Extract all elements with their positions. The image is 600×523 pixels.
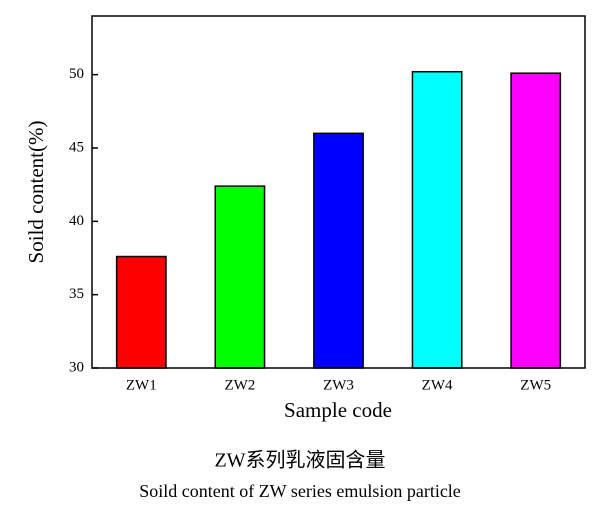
x-axis-label: Sample code <box>284 398 392 422</box>
x-tick-label: ZW3 <box>323 377 354 393</box>
y-tick-label: 30 <box>69 359 84 375</box>
bar <box>313 132 364 369</box>
x-tick-label: ZW4 <box>422 377 453 393</box>
y-tick-label: 35 <box>69 286 84 302</box>
bar <box>115 255 167 369</box>
x-tick-label: ZW2 <box>224 377 255 393</box>
bar <box>411 70 463 369</box>
x-tick-label: ZW1 <box>126 377 157 393</box>
y-tick-label: 40 <box>69 213 84 229</box>
y-tick-label: 45 <box>69 139 84 155</box>
y-tick-label: 50 <box>69 66 84 82</box>
chart-subtitle: Soild content of ZW series emulsion part… <box>139 481 461 501</box>
chart-title: ZW系列乳液固含量 <box>214 449 385 472</box>
x-tick-label: ZW5 <box>520 377 551 393</box>
plot-frame <box>91 15 586 369</box>
y-axis-label: Soild content(%) <box>24 121 48 264</box>
bar <box>510 72 562 369</box>
bar <box>214 185 266 369</box>
